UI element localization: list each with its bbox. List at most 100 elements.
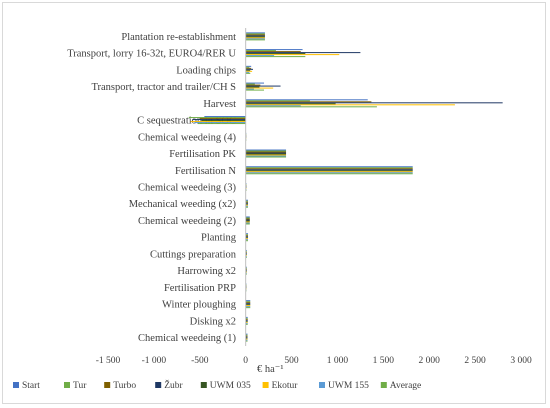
bar-uwm-035 [245, 337, 248, 339]
legend-swatch [64, 382, 70, 388]
category-label: Planting [201, 233, 237, 244]
category-label: Fertilisation PRP [164, 283, 236, 294]
category-label: Chemical weedeing (1) [138, 333, 236, 344]
x-tick-label: 1 500 [373, 356, 395, 366]
bar-ekotur [245, 87, 274, 89]
bar-average [245, 39, 265, 41]
legend-swatch [319, 382, 325, 388]
bar-start [245, 333, 248, 335]
bar-tur [245, 200, 248, 202]
bar--ubr [245, 202, 248, 204]
bar-start [245, 216, 250, 218]
x-tick-label: 1 000 [327, 356, 349, 366]
bar-uwm-035 [245, 237, 248, 239]
bar-uwm-155 [245, 105, 301, 107]
legend-label: Start [22, 381, 40, 391]
bar--ubr [245, 303, 251, 305]
bar-turbo [245, 51, 301, 53]
bar-start [245, 82, 265, 84]
bar-turbo [245, 151, 287, 153]
bar-turbo [245, 302, 251, 304]
bar-ekotur [245, 104, 455, 106]
bar--ubr [245, 319, 248, 321]
bar-uwm-155 [245, 272, 247, 274]
bar-turbo [245, 34, 265, 36]
bar-turbo [245, 201, 248, 203]
bar-uwm-155 [245, 38, 265, 40]
legend-swatch [200, 382, 207, 388]
bar-tur [245, 83, 255, 85]
bar-tur [245, 33, 265, 35]
category-label: Winter ploughing [162, 300, 237, 311]
bar-tur [245, 234, 248, 236]
bar-uwm-035 [245, 103, 336, 105]
bar--ubr [245, 169, 413, 171]
bar-ekotur [245, 154, 287, 156]
bar-uwm-155 [245, 239, 248, 241]
bar-start [245, 233, 248, 235]
x-tick-label: 500 [284, 356, 299, 366]
bar-uwm-035 [201, 120, 246, 122]
category-label: Fertilisation N [175, 166, 236, 177]
category-label: Disking x2 [190, 316, 236, 327]
bar-ekotur [245, 70, 253, 72]
bar-ekotur [245, 54, 340, 56]
bar-uwm-035 [245, 253, 247, 255]
category-label: Harvest [203, 99, 236, 110]
legend-label: Tur [73, 381, 87, 391]
bar-turbo [245, 268, 247, 270]
category-label: Chemical weedeing (4) [138, 132, 236, 143]
bar--ubr [245, 102, 503, 104]
bar-average [245, 89, 265, 91]
category-label: Plantation re-establishment [121, 32, 236, 43]
legend-label: Turbo [113, 381, 136, 391]
x-tick-label: -1 500 [96, 356, 121, 366]
bar-uwm-155 [245, 339, 248, 341]
bar-uwm-035 [245, 69, 251, 71]
bar-uwm-155 [245, 172, 413, 174]
bar-uwm-035 [245, 36, 265, 38]
bar-average [245, 72, 251, 74]
category-label: Fertilisation PK [169, 149, 236, 160]
bar-ekotur [245, 271, 247, 273]
bar--ubr [192, 119, 246, 121]
x-tick-label: 2 500 [464, 356, 486, 366]
category-label: Transport, lorry 16-32t, EURO4/RER U [67, 49, 236, 60]
bar--ubr [245, 68, 254, 70]
bar-ekotur [245, 171, 413, 173]
legend-swatch [380, 382, 387, 388]
bar-average [245, 307, 251, 309]
bar-tur [245, 301, 251, 303]
bar-start [245, 249, 247, 251]
category-label: Harrowing x2 [177, 266, 236, 277]
bar-tur [245, 317, 248, 319]
bar--ubr [245, 236, 248, 238]
legend-swatch [262, 382, 269, 388]
x-tick-label: -500 [191, 356, 209, 366]
bar-ekotur [245, 338, 248, 340]
x-tick-label: 0 [243, 356, 248, 366]
bar-turbo [245, 84, 261, 86]
bar-turbo [245, 235, 248, 237]
bar-tur [188, 117, 246, 119]
bar-ekotur [245, 221, 250, 223]
bar-uwm-155 [245, 222, 250, 224]
bar-tur [245, 217, 250, 219]
bar-average [245, 173, 413, 175]
bar-uwm-035 [245, 304, 251, 306]
bar-start [245, 49, 303, 51]
bar-start [245, 99, 368, 101]
bar-average [197, 123, 246, 125]
bar-ekotur [245, 37, 265, 39]
category-label: Transport, tractor and trailer/CH S [91, 82, 236, 93]
bar-tur [245, 267, 247, 269]
bar-uwm-155 [245, 155, 287, 157]
bar-tur [245, 167, 413, 169]
bar-average [245, 223, 250, 225]
bar-uwm-155 [245, 71, 250, 73]
bar-tur [245, 50, 276, 52]
bar-uwm-035 [245, 220, 250, 222]
bar-turbo [245, 168, 413, 170]
bar--ubr [245, 269, 247, 271]
